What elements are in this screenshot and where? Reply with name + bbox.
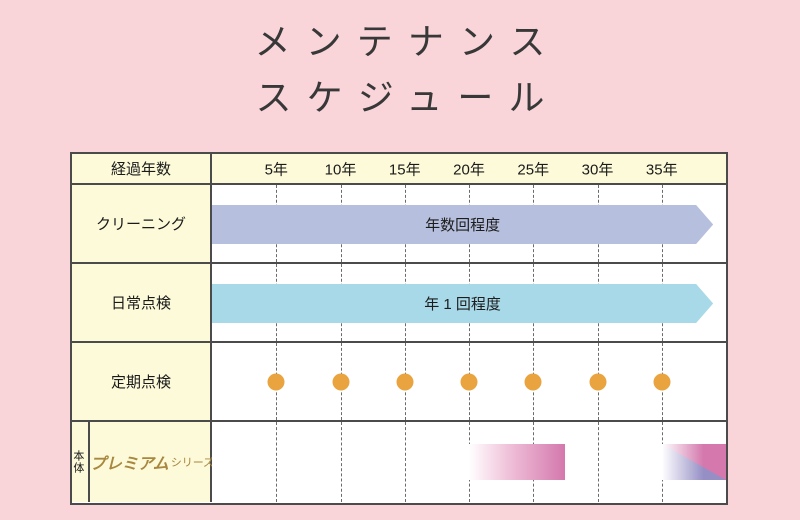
cleaning-frequency-text: 年数回程度: [425, 217, 501, 234]
periodic-inspection-dot: [524, 373, 542, 390]
year-gridline: [276, 422, 278, 502]
row-daily-inspection: 日常点検 年 1 回程度: [72, 264, 726, 343]
year-tick-label: 20年: [453, 161, 485, 178]
year-tick-label: 30年: [581, 161, 614, 178]
timeline-periodic-inspection: [212, 343, 726, 420]
periodic-inspection-dot: [653, 373, 671, 390]
row-label-body-premium: 本体 プレミアム シリーズ: [72, 422, 214, 502]
year-gridline: [597, 422, 599, 502]
daily-inspection-frequency-text: 年 1 回程度: [424, 296, 501, 313]
header-row: 経過年数 5年 10年 15年 20年 25年 30年 35年: [72, 154, 726, 185]
periodic-inspection-dot: [332, 373, 349, 390]
row-label-periodic-inspection: 定期点検: [72, 343, 212, 420]
year-tick-label: 25年: [517, 161, 550, 178]
daily-inspection-frequency-arrow-bar: 年 1 回程度: [212, 284, 713, 323]
timeline-daily-inspection: 年 1 回程度: [212, 264, 726, 341]
series-suffix-text: シリーズ: [170, 457, 215, 469]
premium-logo-text: プレミアム: [89, 456, 169, 473]
page-title-line1: メンテナンス: [254, 21, 561, 62]
premium-replacement-gradient-bar-1: [469, 444, 566, 480]
year-tick-label: 5年: [264, 161, 288, 178]
premium-series-label: プレミアム シリーズ: [90, 450, 214, 474]
row-label-daily-inspection: 日常点検: [72, 264, 212, 341]
periodic-inspection-dot: [267, 373, 285, 390]
year-gridline: [340, 422, 342, 502]
row-periodic-inspection: 定期点検: [72, 343, 726, 422]
cleaning-frequency-arrow-bar: 年数回程度: [212, 205, 713, 244]
year-axis: 5年 10年 15年 20年 25年 30年 35年: [212, 154, 726, 183]
timeline-cleaning: 年数回程度: [212, 185, 726, 262]
periodic-inspection-dot: [589, 373, 606, 390]
row-label-cleaning: クリーニング: [72, 185, 212, 262]
year-tick-label: 35年: [645, 161, 678, 178]
row-body-premium: 本体 プレミアム シリーズ: [72, 422, 727, 502]
year-tick-label: 15年: [388, 161, 421, 178]
periodic-inspection-dot: [396, 373, 414, 390]
timeline-body-premium: [212, 422, 727, 502]
row-cleaning: クリーニング 年数回程度: [72, 185, 726, 264]
header-elapsed-years-label: 経過年数: [72, 154, 212, 183]
year-gridline: [404, 422, 406, 502]
page-title-line2: スケジュール: [255, 77, 560, 118]
periodic-inspection-dot: [460, 373, 478, 390]
year-tick-label: 10年: [324, 161, 357, 178]
maintenance-schedule-table: 経過年数 5年 10年 15年 20年 25年 30年 35年 クリーニング 年数回程度 日…: [70, 152, 728, 505]
body-vertical-label: 本体: [68, 422, 90, 502]
premium-replacement-gradient-bar-2: [661, 444, 727, 480]
page-title: メンテナンス スケジュール: [0, 14, 800, 126]
